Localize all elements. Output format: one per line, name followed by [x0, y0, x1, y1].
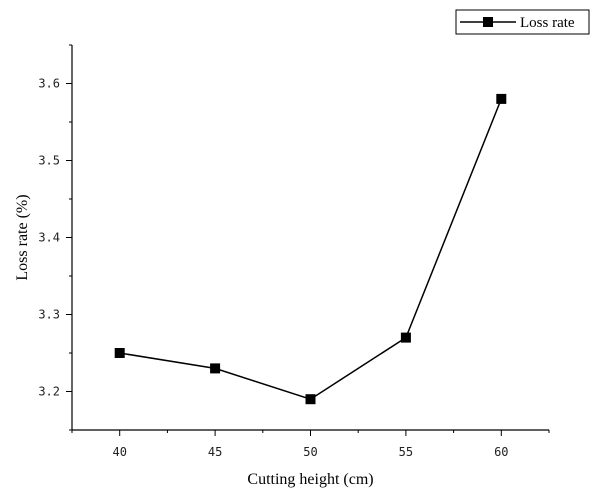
data-point	[496, 93, 507, 104]
data-point	[210, 363, 221, 374]
x-tick-label: 60	[494, 445, 508, 459]
y-tick-label: 3.4	[38, 231, 60, 245]
axes	[71, 45, 549, 431]
y-tick-label: 3.5	[38, 154, 60, 168]
x-tick-label: 50	[303, 445, 317, 459]
y-axis-title: Loss rate (%)	[14, 194, 31, 280]
data-point	[400, 332, 411, 343]
plot-area	[114, 93, 507, 405]
legend: Loss rate	[455, 9, 590, 35]
series-line	[119, 98, 502, 401]
x-tick-label: 45	[208, 445, 222, 459]
x-ticks: 40 45 50 55 60	[71, 430, 550, 459]
y-tick-label: 3.2	[38, 385, 60, 399]
data-point	[305, 394, 316, 405]
data-point	[114, 348, 125, 358]
legend-label: Loss rate	[520, 15, 575, 31]
x-tick-label: 40	[112, 445, 126, 459]
y-tick-label: 3.6	[38, 77, 60, 91]
x-axis-title: Cutting height (cm)	[247, 471, 373, 488]
legend-marker	[483, 17, 493, 27]
y-ticks: 3.2 3.3 3.4 3.5 3.6	[38, 44, 72, 431]
x-tick-label: 55	[399, 445, 413, 459]
y-tick-label: 3.3	[38, 308, 60, 322]
